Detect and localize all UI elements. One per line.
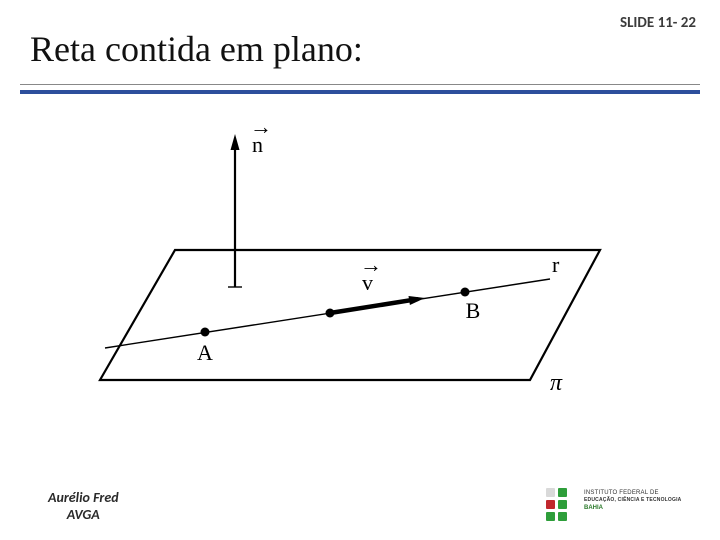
author-line1: Aurélio Fred [48, 490, 119, 507]
logo-square [558, 500, 567, 509]
label-v-arrow: → [360, 252, 382, 277]
logo-square [546, 512, 555, 521]
label-A: A [197, 340, 213, 365]
point-b [461, 288, 470, 297]
logo-square [558, 512, 567, 521]
diagram-container: ABrπv→n→ [60, 120, 620, 460]
footer-author: Aurélio Fred AVGA [48, 490, 119, 524]
logo-line2: EDUCAÇÃO, CIÊNCIA E TECNOLOGIA [584, 497, 681, 503]
vector-v [330, 299, 417, 313]
page-title: Reta contida em plano: [30, 28, 363, 70]
point-a [201, 328, 210, 337]
logo-square [558, 488, 567, 497]
logo-line3: BAHIA [584, 505, 681, 511]
author-line2: AVGA [48, 507, 119, 524]
label-pi: π [550, 370, 563, 396]
logo-line1: INSTITUTO FEDERAL DE [584, 490, 681, 496]
arrow-head [231, 134, 240, 150]
diagram-svg: ABrπv→n→ [60, 120, 620, 460]
logo-squares [546, 488, 580, 522]
logo-square [546, 500, 555, 509]
label-n-arrow: → [250, 120, 272, 139]
label-B: B [466, 298, 481, 323]
title-underline-thin [20, 84, 700, 85]
title-underline-thick [20, 90, 700, 94]
plane-pi [100, 250, 600, 380]
logo-text: INSTITUTO FEDERAL DE EDUCAÇÃO, CIÊNCIA E… [584, 490, 681, 511]
logo-square [546, 488, 555, 497]
footer-logo: INSTITUTO FEDERAL DE EDUCAÇÃO, CIÊNCIA E… [546, 488, 696, 524]
arrow-head [408, 296, 425, 305]
label-r: r [552, 252, 560, 277]
slide-number: SLIDE 11- 22 [620, 14, 696, 32]
point-mid [326, 309, 335, 318]
